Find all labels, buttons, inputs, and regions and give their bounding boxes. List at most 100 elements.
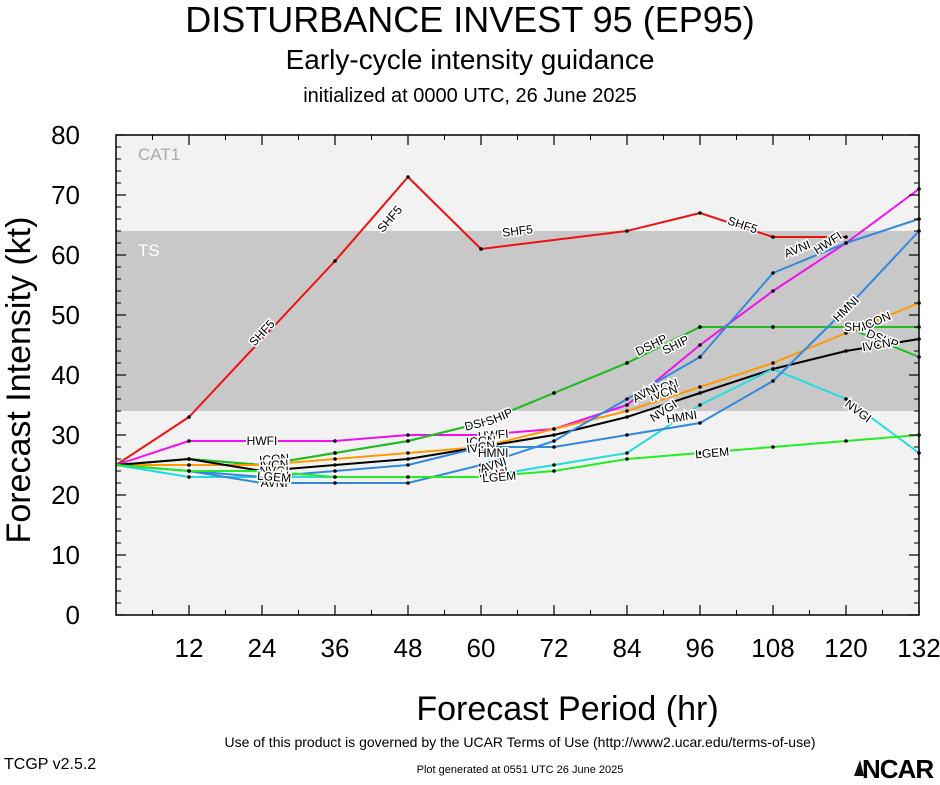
series-point-icon (552, 427, 556, 431)
x-tick-label: 120 (824, 633, 867, 663)
series-point-hmni (698, 421, 702, 425)
series-point-lgem (187, 469, 191, 473)
series-point-hwfi (333, 439, 337, 443)
band-ts (116, 231, 919, 411)
x-tick-label: 108 (751, 633, 794, 663)
y-tick-label: 20 (51, 480, 80, 510)
series-point-avni (771, 271, 775, 275)
generated-time: Plot generated at 0551 UTC 26 June 2025 (416, 764, 624, 776)
series-line-icon (116, 302, 920, 466)
x-tick-label: 132 (897, 633, 940, 663)
series-point-hmni (479, 445, 483, 449)
series-point-avni (260, 481, 264, 485)
band-label-cat1: CAT1 (138, 145, 180, 164)
chart-subtitle: Early-cycle intensity guidance (285, 44, 655, 75)
y-tick-label: 40 (51, 360, 80, 390)
ncar-logo-icon (854, 760, 864, 776)
series-point-hwfi (260, 439, 264, 443)
series-point-hmni (260, 475, 264, 479)
series-point-icon (844, 331, 848, 335)
series-point-ivcn (844, 349, 848, 353)
series-point-hwfi (625, 403, 629, 407)
y-tick-label: 70 (51, 180, 80, 210)
series-point-lgem (406, 475, 410, 479)
series-point-hwfi (479, 433, 483, 437)
series-point-icon (333, 457, 337, 461)
series-label-hmni: HMNI (258, 469, 290, 485)
version-label: TCGP v2.5.2 (4, 756, 97, 773)
series-point-ship (552, 391, 556, 395)
series-point-shf5 (844, 235, 848, 239)
series-point-ship (625, 361, 629, 365)
series-point-hmni (552, 445, 556, 449)
series-label-nvgi: NVGI (259, 464, 288, 478)
init-time: initialized at 0000 UTC, 26 June 2025 (303, 85, 637, 107)
series-point-lgem (333, 475, 337, 479)
x-tick-label: 24 (248, 633, 277, 663)
chart-title: DISTURBANCE INVEST 95 (EP95) (185, 0, 755, 40)
series-point-ship (844, 325, 848, 329)
x-tick-label: 96 (686, 633, 715, 663)
y-axis-label: Forecast Intensity (kt) (0, 217, 38, 544)
series-point-hmni (844, 307, 848, 311)
series-point-avni (406, 481, 410, 485)
series-point-hmni (771, 379, 775, 383)
x-tick-label: 84 (613, 633, 642, 663)
series-label-icon: ICON (259, 451, 290, 467)
series-label-shf5: SHF5 (501, 222, 533, 240)
x-tick-label: 72 (540, 633, 569, 663)
series-point-ivcn (698, 391, 702, 395)
series-point-shf5 (698, 211, 702, 215)
band-label-ts: TS (138, 241, 160, 260)
series-line-hmni (115, 230, 920, 478)
series-point-icon (771, 361, 775, 365)
series-point-nvgi (771, 367, 775, 371)
ncar-logo: NCAR (862, 754, 934, 784)
series-line-ivcn (115, 338, 920, 472)
band-cat1 (116, 135, 919, 231)
series-point-hmni (333, 469, 337, 473)
series-label-lgem: LGEM (257, 469, 292, 486)
y-tick-label: 0 (66, 600, 80, 630)
series-point-avni (552, 439, 556, 443)
series-point-lgem (771, 445, 775, 449)
series-point-avni (625, 397, 629, 401)
series-point-icon (406, 451, 410, 455)
series-point-ship (406, 439, 410, 443)
series-point-ship (771, 325, 775, 329)
series-point-nvgi (698, 403, 702, 407)
series-point-shf5 (187, 415, 191, 419)
series-point-ship (333, 451, 337, 455)
series-point-ivcn (552, 433, 556, 437)
series-point-lgem (552, 469, 556, 473)
series-point-lgem (625, 457, 629, 461)
terms-of-use-text: Use of this product is governed by the U… (224, 734, 816, 750)
series-label-lgem: LGEM (695, 445, 730, 462)
series-point-lgem (844, 439, 848, 443)
series-point-hwfi (406, 433, 410, 437)
series-label-hmni: HMNI (478, 446, 509, 460)
x-tick-label: 48 (394, 633, 423, 663)
y-tick-label: 50 (51, 300, 80, 330)
series-point-nvgi (552, 463, 556, 467)
series-point-hmni (406, 463, 410, 467)
series-point-avni (333, 481, 337, 485)
y-tick-label: 60 (51, 240, 80, 270)
series-label-icon: ICON (465, 433, 496, 449)
series-point-avni (479, 463, 483, 467)
series-point-ivcn (625, 415, 629, 419)
x-tick-label: 36 (321, 633, 350, 663)
y-tick-label: 80 (51, 120, 80, 150)
series-point-ivcn (406, 457, 410, 461)
series-label-hwfi: HWFI (247, 434, 278, 448)
series-point-avni (844, 241, 848, 245)
series-point-lgem (698, 451, 702, 455)
series-point-nvgi (625, 451, 629, 455)
series-label-nvgi: NVGI (478, 462, 509, 481)
series-point-shf5 (771, 235, 775, 239)
series-label-hwfi: HWFI (477, 427, 509, 443)
series-point-shf5 (406, 175, 410, 179)
series-point-ivcn (333, 463, 337, 467)
series-label-lgem: LGEM (482, 469, 517, 486)
